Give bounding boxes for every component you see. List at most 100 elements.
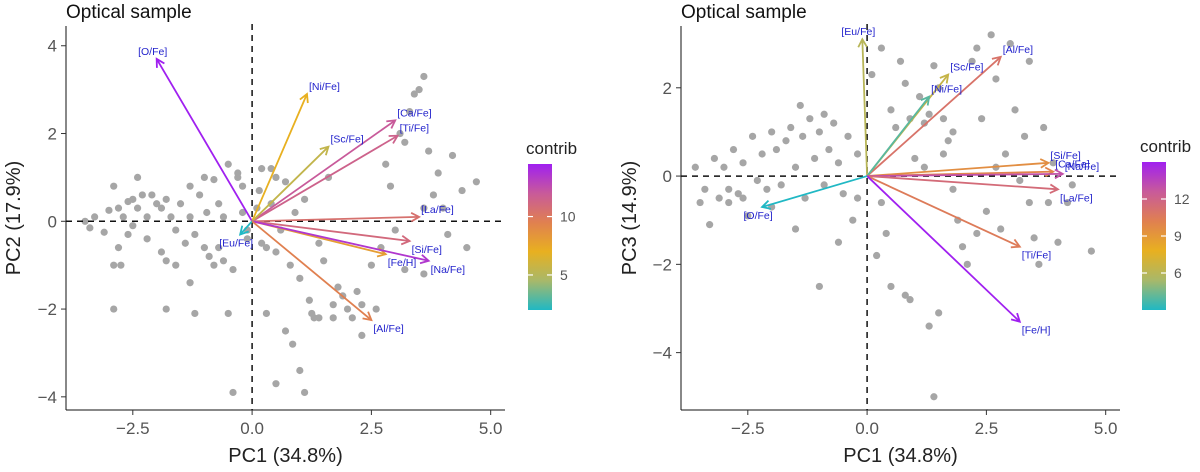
data-point — [796, 101, 804, 110]
data-point — [215, 200, 223, 208]
vector-label: [Ni/Fe] — [931, 84, 962, 96]
data-point — [420, 72, 428, 81]
vector-arrow-head — [400, 235, 412, 246]
data-point — [691, 163, 699, 171]
data-point — [772, 145, 781, 154]
data-point — [315, 239, 323, 247]
data-point — [100, 228, 108, 236]
legend-tick-label: 5 — [560, 267, 568, 283]
vector-label: [Fe/H] — [388, 257, 417, 269]
data-point — [358, 301, 366, 309]
data-point — [229, 388, 237, 397]
data-point — [386, 182, 395, 190]
data-point — [853, 150, 862, 158]
data-point — [434, 169, 442, 177]
data-point — [729, 145, 738, 154]
data-point — [86, 224, 94, 232]
y-tick-label: 4 — [48, 37, 57, 56]
y-tick-label: −2 — [653, 255, 672, 274]
x-tick-label: 0.0 — [240, 419, 264, 438]
data-point — [973, 44, 981, 52]
data-points — [691, 31, 1095, 401]
vector-arrow-head — [1010, 312, 1022, 324]
data-point — [410, 90, 418, 98]
data-point — [787, 123, 795, 132]
data-point — [734, 190, 742, 198]
data-point — [110, 261, 118, 269]
vector-arrow-head — [1010, 238, 1022, 249]
data-point — [262, 244, 271, 252]
data-point — [806, 115, 814, 123]
data-point — [329, 314, 337, 322]
data-point — [172, 261, 180, 269]
data-point — [882, 229, 890, 238]
data-point — [296, 274, 304, 282]
vector-label: [Eu/Fe] — [219, 237, 253, 249]
data-point — [815, 128, 823, 136]
data-point — [272, 380, 280, 388]
data-point — [920, 119, 928, 127]
legend-tick-label: 10 — [560, 209, 576, 225]
data-point — [844, 132, 852, 140]
data-point — [896, 57, 905, 65]
contrib-legend: contrib 5 10 — [526, 139, 577, 310]
data-point — [420, 204, 428, 212]
data-point — [1025, 57, 1033, 65]
vector-arrow-line — [251, 146, 330, 222]
legend-title: contrib — [526, 139, 577, 158]
data-point — [849, 216, 857, 224]
y-tick-label: 0 — [48, 212, 57, 231]
data-point — [758, 150, 766, 158]
data-point — [472, 178, 480, 186]
data-point — [901, 79, 909, 87]
data-point — [992, 75, 1000, 83]
vector-label: [Na/Fe] — [1065, 161, 1100, 173]
data-point — [320, 257, 328, 265]
y-tick-label: 2 — [663, 79, 672, 98]
data-point — [148, 191, 156, 199]
data-point — [868, 70, 876, 79]
legend-colorbar — [528, 164, 552, 310]
data-point — [877, 44, 886, 52]
vector-label: [Ti/Fe] — [1022, 250, 1051, 262]
data-point — [334, 283, 342, 291]
data-point — [799, 132, 807, 140]
vector-label: [La/Fe] — [1060, 192, 1093, 204]
data-point — [815, 282, 823, 291]
data-point — [768, 128, 776, 136]
data-point — [110, 305, 118, 313]
data-point — [944, 137, 952, 145]
data-point — [463, 244, 471, 252]
data-point — [939, 150, 948, 158]
data-point — [176, 200, 185, 208]
data-point — [255, 186, 263, 195]
vector-arrow-line — [251, 220, 410, 242]
data-point — [777, 181, 785, 189]
data-point — [825, 145, 833, 154]
data-point — [839, 190, 847, 198]
vector-arrow-line — [251, 220, 372, 321]
vector-arrow-head — [410, 211, 421, 223]
data-point — [358, 331, 366, 339]
data-point — [425, 147, 433, 155]
contrib-legend: contrib 6 9 12 — [1140, 137, 1191, 310]
data-point — [258, 239, 266, 247]
data-point — [1044, 198, 1053, 207]
data-point — [782, 137, 790, 145]
data-point — [811, 154, 819, 163]
chart-title: Optical sample — [66, 2, 192, 23]
data-point — [715, 194, 723, 202]
data-point — [286, 261, 294, 269]
data-point — [224, 160, 232, 168]
data-point — [911, 154, 919, 163]
data-point — [853, 194, 862, 202]
data-point — [701, 185, 709, 193]
data-point — [238, 208, 247, 217]
data-point — [1030, 234, 1038, 242]
data-point — [191, 230, 199, 239]
data-point — [930, 393, 938, 401]
data-point — [91, 213, 99, 221]
data-point — [238, 182, 247, 190]
data-point — [210, 176, 218, 184]
data-point — [949, 128, 957, 136]
